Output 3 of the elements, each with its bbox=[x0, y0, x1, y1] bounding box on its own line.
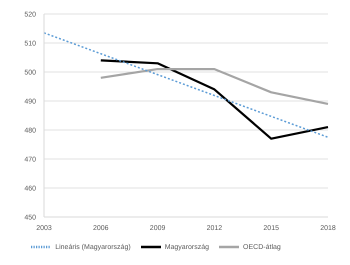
line-series bbox=[43, 32, 329, 138]
line-series bbox=[100, 59, 330, 140]
line-series bbox=[100, 68, 330, 105]
